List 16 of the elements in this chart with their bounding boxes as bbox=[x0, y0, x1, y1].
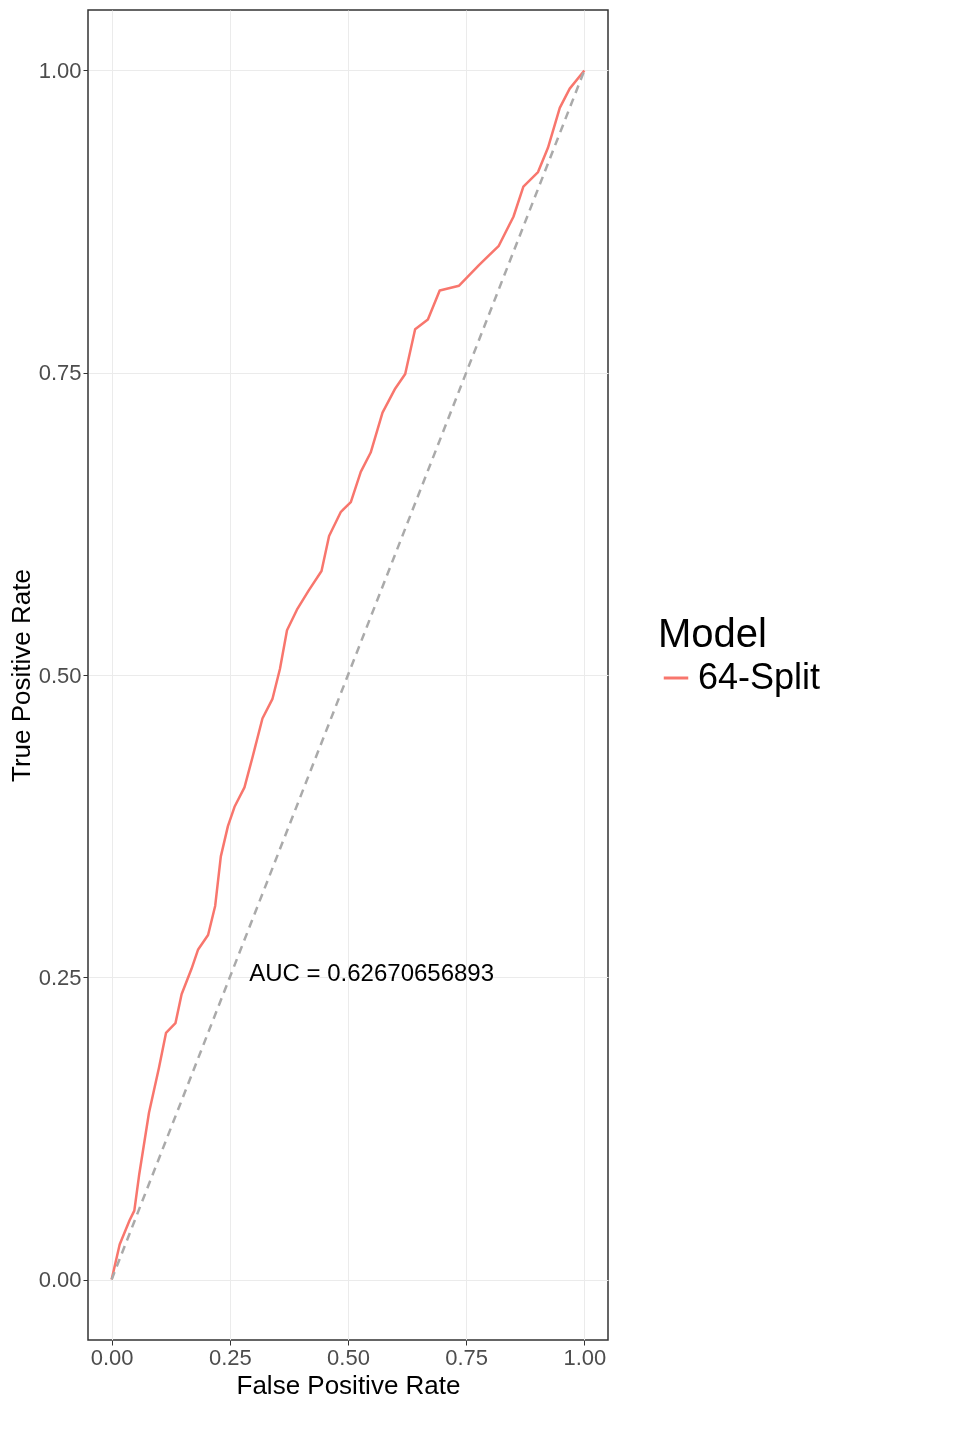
annotation: AUC = 0.62670656893 bbox=[249, 959, 495, 987]
x-tick-label: 0.75 bbox=[445, 1344, 489, 1370]
x-tick-label: 0.25 bbox=[208, 1344, 252, 1370]
y-tick-label: 0.50 bbox=[38, 662, 82, 688]
line-series bbox=[110, 69, 586, 1281]
legend-label: 64-Split bbox=[698, 656, 821, 697]
y-tick-label: 0.00 bbox=[38, 1267, 82, 1293]
y-axis-title: True Positive Rate bbox=[5, 569, 36, 782]
y-tick-label: 0.25 bbox=[38, 964, 82, 990]
y-tick-label: 0.75 bbox=[38, 360, 82, 386]
y-tick-label: 1.00 bbox=[38, 57, 82, 83]
x-tick-label: 0.50 bbox=[327, 1344, 370, 1370]
x-tick-label: 0.00 bbox=[90, 1344, 134, 1370]
x-axis-title: False Positive Rate bbox=[236, 1369, 461, 1400]
x-tick-label: 1.00 bbox=[563, 1344, 607, 1370]
legend-title: Model bbox=[658, 611, 767, 655]
